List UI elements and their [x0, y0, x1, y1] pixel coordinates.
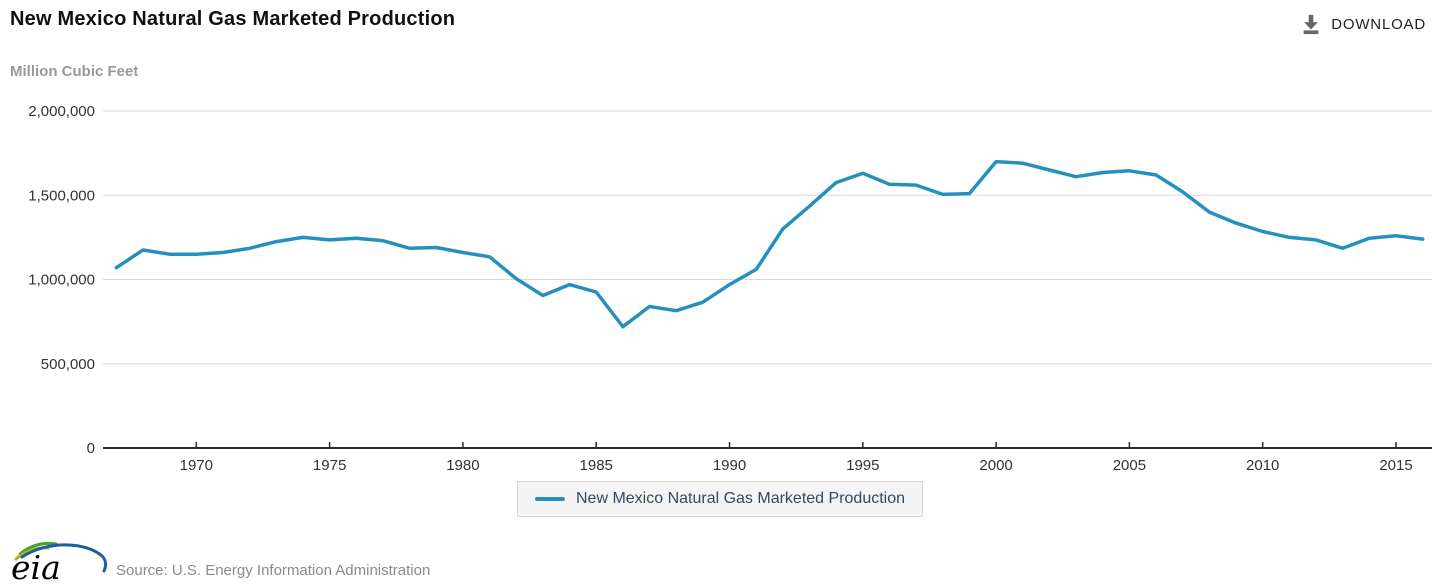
y-axis-unit-label: Million Cubic Feet: [10, 63, 139, 80]
y-tick-label: 0: [87, 440, 95, 457]
download-button[interactable]: DOWNLOAD: [1300, 13, 1426, 35]
x-tick-label: 1985: [580, 457, 613, 474]
eia-logo-swoosh-blue: [20, 543, 108, 573]
download-icon: [1303, 14, 1319, 35]
x-tick-label: 1975: [313, 457, 346, 474]
x-tick-label: 2010: [1246, 457, 1279, 474]
x-tick-label: 1970: [180, 457, 213, 474]
x-tick-label: 2000: [979, 457, 1012, 474]
x-tick-label: 1995: [846, 457, 879, 474]
line-chart: 0 500,000 1,000,000 1,500,000 2,000,000 1970 1…: [28, 103, 1432, 474]
x-tick-label: 2005: [1113, 457, 1146, 474]
download-label: DOWNLOAD: [1331, 15, 1426, 33]
eia-logo-text: eia: [11, 548, 61, 586]
x-tick-label: 1990: [713, 457, 746, 474]
series-line[interactable]: [114, 159, 1425, 329]
source-text: Source: U.S. Energy Information Administ…: [116, 562, 431, 579]
legend-line-swatch: [534, 497, 565, 501]
x-tick-label: 1980: [446, 457, 479, 474]
page-title: New Mexico Natural Gas Marketed Producti…: [10, 8, 456, 30]
x-tick-label: 2015: [1379, 457, 1412, 474]
chart-area: 0 500,000 1,000,000 1,500,000 2,000,000 1970 1…: [0, 95, 1440, 475]
legend-item[interactable]: New Mexico Natural Gas Marketed Producti…: [516, 481, 924, 517]
legend-label: New Mexico Natural Gas Marketed Producti…: [575, 490, 906, 507]
y-tick-label: 1,000,000: [28, 272, 95, 289]
eia-logo-leaf-green: [18, 542, 58, 556]
y-tick-label: 2,000,000: [28, 103, 95, 120]
eia-logo[interactable]: eia: [8, 538, 118, 587]
y-tick-label: 500,000: [41, 356, 95, 373]
y-tick-label: 1,500,000: [28, 187, 95, 204]
